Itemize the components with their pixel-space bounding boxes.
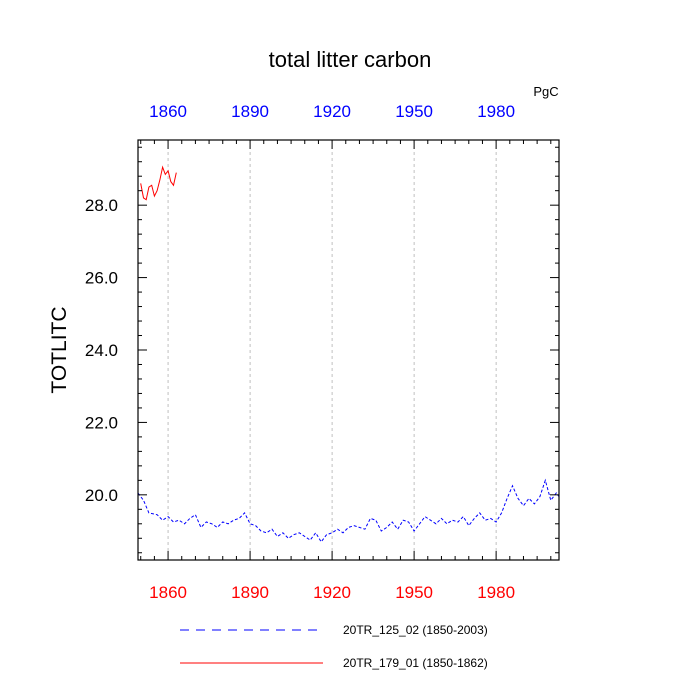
legend-label-20tr-179-01: 20TR_179_01 (1850-1862) xyxy=(343,656,488,670)
x-tick-label-bottom-1980: 1980 xyxy=(477,583,515,602)
x-tick-label-top-1860: 1860 xyxy=(149,102,187,121)
series-layer xyxy=(137,165,560,543)
x-tick-label-top-1920: 1920 xyxy=(313,102,351,121)
x-tick-label-top-1890: 1890 xyxy=(231,102,269,121)
y-tick-label-20: 20.0 xyxy=(85,486,118,505)
x-tick-label-bottom-1950: 1950 xyxy=(395,583,433,602)
units-label: PgC xyxy=(533,84,558,99)
y-tick-label-22: 22.0 xyxy=(85,413,118,432)
legend: 20TR_125_02 (1850-2003) 20TR_179_01 (185… xyxy=(180,623,488,670)
x-tick-label-top-1980: 1980 xyxy=(477,102,515,121)
x-tick-label-bottom-1920: 1920 xyxy=(313,583,351,602)
y-axis-label: TOTLITC xyxy=(48,306,71,393)
series-line-1 xyxy=(140,165,177,201)
legend-label-20tr-125-02: 20TR_125_02 (1850-2003) xyxy=(343,623,488,637)
chart-title: total litter carbon xyxy=(269,47,432,72)
y-tick-label-28: 28.0 xyxy=(85,196,118,215)
series-line-0 xyxy=(137,478,560,543)
y-tick-label-24: 24.0 xyxy=(85,341,118,360)
y-tick-label-26: 26.0 xyxy=(85,269,118,288)
grid-layer xyxy=(167,140,497,560)
ticks-layer: 1860 1890 1920 1950 1980 1860 1890 1920 1950 1980… xyxy=(85,102,559,602)
x-tick-label-bottom-1860: 1860 xyxy=(149,583,187,602)
x-tick-label-bottom-1890: 1890 xyxy=(231,583,269,602)
x-tick-label-top-1950: 1950 xyxy=(395,102,433,121)
